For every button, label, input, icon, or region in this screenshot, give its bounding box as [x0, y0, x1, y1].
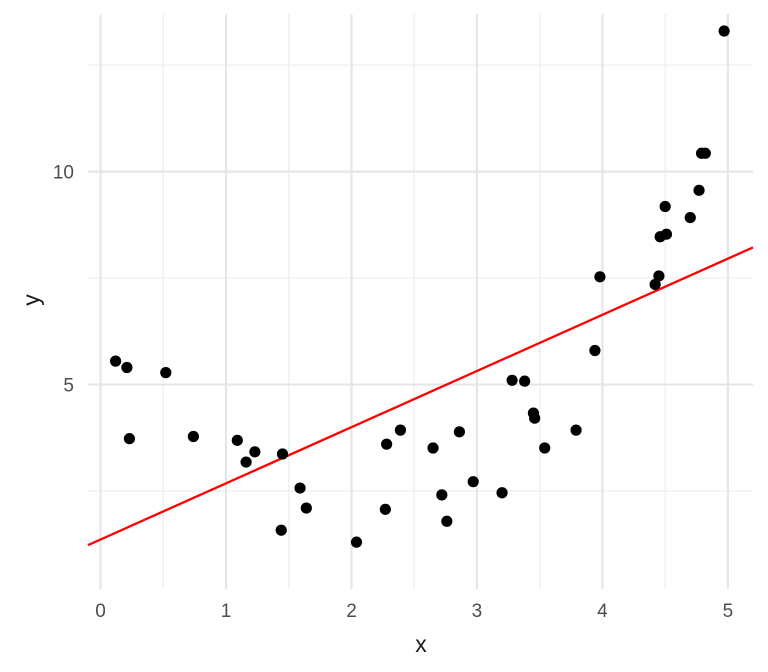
- data-point: [121, 361, 133, 374]
- data-point: [684, 211, 696, 224]
- data-point: [294, 482, 306, 494]
- data-point: [231, 434, 243, 446]
- data-point: [653, 270, 665, 282]
- x-tick-label: 5: [723, 601, 734, 622]
- data-point: [123, 433, 136, 445]
- data-point: [381, 438, 393, 450]
- y-axis-title: y: [18, 294, 44, 306]
- data-point: [394, 424, 407, 436]
- data-point: [160, 367, 172, 379]
- fit-line: [87, 246, 754, 547]
- x-tick-label: 1: [221, 601, 232, 622]
- data-point: [718, 25, 730, 37]
- data-point: [427, 442, 439, 454]
- data-point: [589, 344, 601, 357]
- axis-labels: 0 1 2 3 4 5 5 10: [53, 163, 733, 622]
- y-tick-label: 5: [63, 376, 74, 397]
- data-point: [436, 489, 448, 501]
- data-point: [240, 456, 252, 468]
- data-point: [300, 502, 312, 514]
- data-point: [519, 375, 531, 387]
- data-point: [187, 430, 199, 443]
- x-tick-label: 4: [597, 601, 608, 622]
- data-point: [506, 374, 518, 386]
- data-point: [529, 412, 541, 424]
- data-point: [110, 355, 122, 367]
- data-point: [659, 200, 671, 213]
- data-point: [693, 184, 705, 196]
- data-point: [441, 515, 453, 527]
- x-tick-label: 0: [95, 601, 106, 622]
- data-point: [594, 271, 606, 283]
- fit-line-layer: [87, 246, 754, 547]
- data-point: [249, 446, 261, 458]
- points-layer: [110, 25, 730, 548]
- y-tick-label: 10: [53, 163, 74, 184]
- grid: [88, 14, 753, 589]
- data-point: [649, 278, 661, 291]
- data-point: [699, 147, 711, 159]
- data-point: [496, 487, 508, 499]
- x-axis-title: x: [415, 631, 427, 657]
- data-point: [275, 524, 287, 536]
- data-point: [570, 424, 582, 436]
- x-tick-label: 3: [472, 601, 483, 622]
- x-tick-label: 2: [346, 601, 357, 622]
- data-point: [539, 442, 551, 454]
- data-point: [276, 448, 289, 460]
- data-point: [660, 228, 673, 240]
- data-point: [350, 536, 363, 548]
- data-point: [379, 503, 391, 515]
- data-point: [467, 476, 479, 488]
- data-point: [453, 426, 465, 438]
